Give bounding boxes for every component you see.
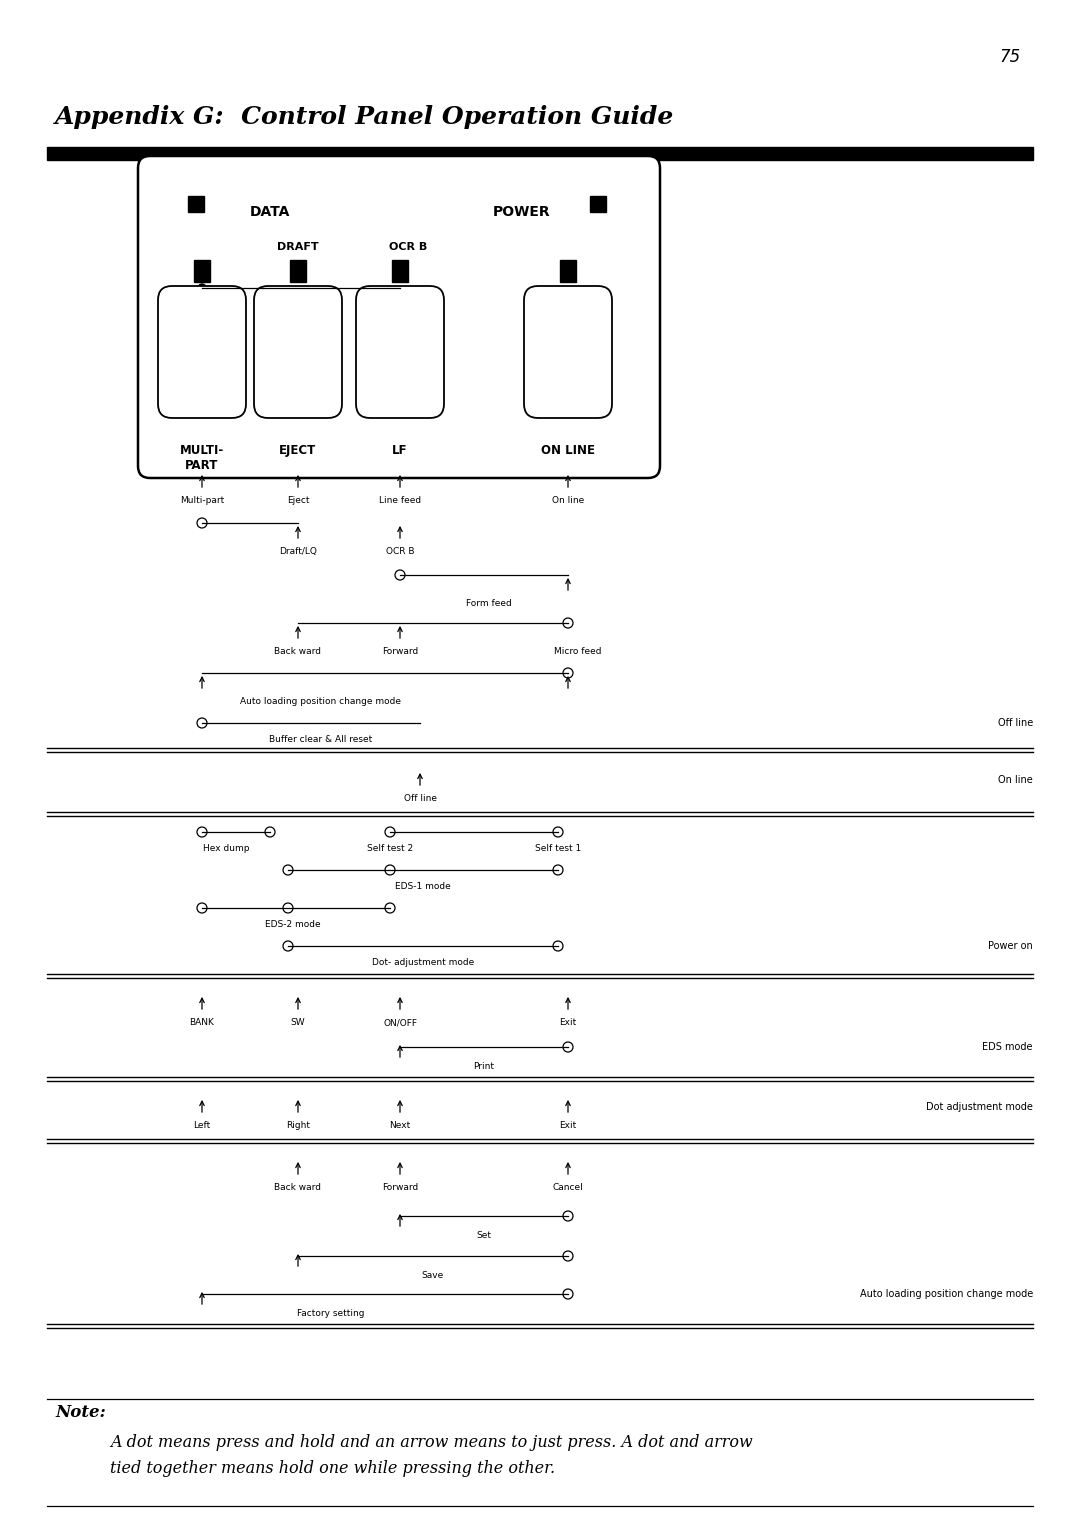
Text: Back ward: Back ward — [274, 647, 322, 656]
FancyBboxPatch shape — [356, 286, 444, 417]
FancyBboxPatch shape — [158, 286, 246, 417]
Text: 75: 75 — [999, 47, 1021, 66]
Text: Back ward: Back ward — [274, 1183, 322, 1193]
Bar — [590, 196, 606, 213]
Text: Right: Right — [286, 1121, 310, 1130]
Text: Left: Left — [193, 1121, 211, 1130]
Text: LF: LF — [392, 443, 408, 457]
Text: Hex dump: Hex dump — [203, 844, 249, 853]
Text: POWER: POWER — [492, 205, 551, 219]
Text: Cancel: Cancel — [553, 1183, 583, 1193]
Circle shape — [198, 284, 206, 292]
Text: Save: Save — [422, 1271, 444, 1280]
Text: On line: On line — [998, 775, 1032, 784]
Text: Print: Print — [473, 1063, 495, 1070]
Text: Dot- adjustment mode: Dot- adjustment mode — [372, 959, 474, 966]
Text: OCR B: OCR B — [389, 242, 427, 252]
Text: Exit: Exit — [559, 1018, 577, 1027]
Text: Self test 1: Self test 1 — [535, 844, 581, 853]
Bar — [194, 260, 210, 281]
FancyBboxPatch shape — [138, 156, 660, 479]
FancyBboxPatch shape — [524, 286, 612, 417]
Bar — [392, 260, 408, 281]
Text: ON/OFF: ON/OFF — [383, 1018, 417, 1027]
Text: On line: On line — [552, 495, 584, 505]
Text: DATA: DATA — [249, 205, 291, 219]
Text: Form feed: Form feed — [467, 599, 512, 609]
Text: Micro feed: Micro feed — [554, 647, 602, 656]
Text: Self test 2: Self test 2 — [367, 844, 413, 853]
Text: A dot means press and hold and an arrow means to just press. A dot and arrow
tie: A dot means press and hold and an arrow … — [110, 1434, 753, 1477]
Text: EDS mode: EDS mode — [983, 1041, 1032, 1052]
Text: Exit: Exit — [559, 1121, 577, 1130]
Text: DRAFT: DRAFT — [278, 242, 319, 252]
FancyBboxPatch shape — [254, 286, 342, 417]
Text: Dot adjustment mode: Dot adjustment mode — [927, 1102, 1032, 1112]
Text: BANK: BANK — [190, 1018, 215, 1027]
Text: Forward: Forward — [382, 647, 418, 656]
Text: OCR B: OCR B — [386, 547, 415, 557]
Text: Off line: Off line — [998, 719, 1032, 728]
Bar — [188, 196, 204, 213]
Text: Buffer clear & All reset: Buffer clear & All reset — [269, 735, 373, 745]
Text: Set: Set — [476, 1231, 491, 1240]
Text: Eject: Eject — [287, 495, 309, 505]
Text: Line feed: Line feed — [379, 495, 421, 505]
Text: ON LINE: ON LINE — [541, 443, 595, 457]
Text: Next: Next — [390, 1121, 410, 1130]
Text: Power on: Power on — [988, 940, 1032, 951]
Text: Auto loading position change mode: Auto loading position change mode — [241, 697, 402, 706]
Text: Draft/LQ: Draft/LQ — [279, 547, 316, 557]
Text: EJECT: EJECT — [280, 443, 316, 457]
Text: Auto loading position change mode: Auto loading position change mode — [860, 1289, 1032, 1300]
Bar — [291, 260, 306, 281]
Text: MULTI-
PART: MULTI- PART — [180, 443, 225, 472]
Text: Multi-part: Multi-part — [180, 495, 225, 505]
Text: EDS-2 mode: EDS-2 mode — [266, 920, 321, 930]
Text: EDS-1 mode: EDS-1 mode — [395, 882, 450, 891]
Text: Forward: Forward — [382, 1183, 418, 1193]
Text: Factory setting: Factory setting — [297, 1309, 365, 1318]
Text: SW: SW — [291, 1018, 306, 1027]
Text: Note:: Note: — [55, 1404, 106, 1420]
FancyBboxPatch shape — [48, 147, 1032, 161]
Bar — [561, 260, 576, 281]
Text: Off line: Off line — [404, 794, 436, 803]
Text: Appendix G:  Control Panel Operation Guide: Appendix G: Control Panel Operation Guid… — [55, 106, 674, 128]
